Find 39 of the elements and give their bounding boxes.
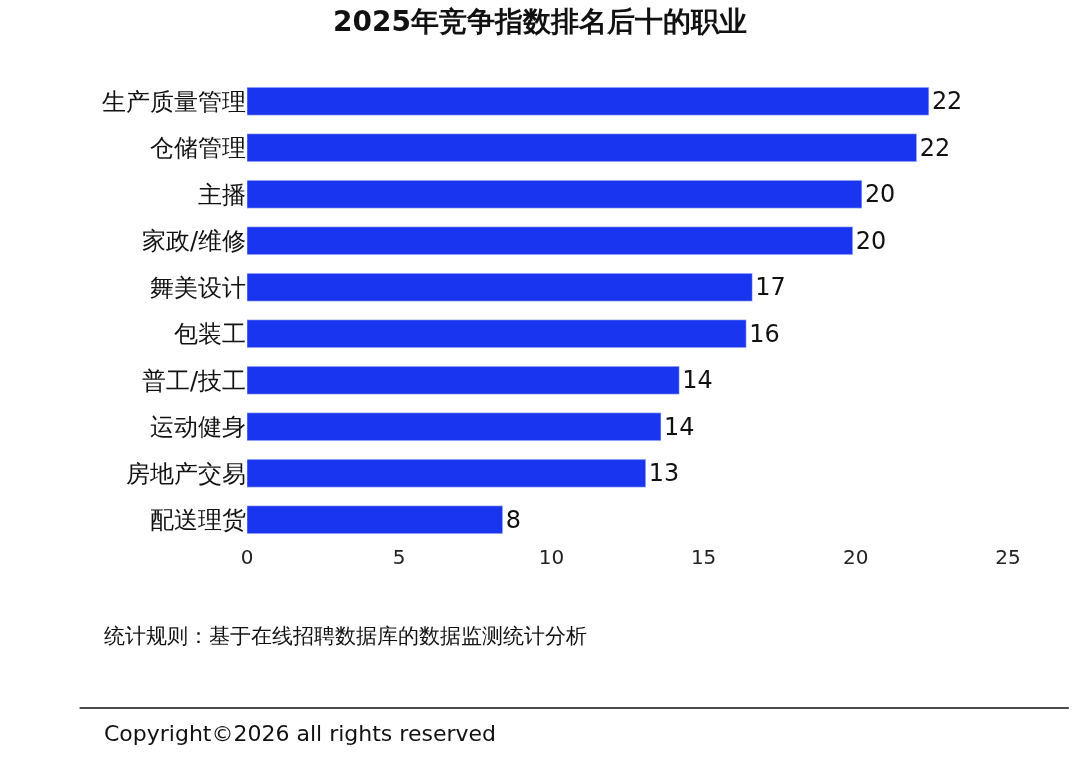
- y-tick-label: 运动健身: [150, 413, 246, 442]
- text: Copyright©2026 all rights reserved: [104, 721, 496, 746]
- data-label: 14: [682, 366, 713, 395]
- data-label: 22: [919, 133, 951, 162]
- y-tick-label: 房地产交易: [126, 459, 246, 488]
- x-tick-label: 10: [538, 545, 565, 569]
- data-label: 20: [855, 226, 887, 255]
- bar: [247, 505, 503, 534]
- bar: [247, 319, 747, 348]
- text: 统计规则：基于在线招聘数据库的数据监测统计分析: [104, 624, 587, 648]
- bar: [247, 366, 680, 395]
- x-tick-label: 20: [843, 545, 869, 569]
- y-tick-label: 生产质量管理: [102, 87, 246, 116]
- bar: [247, 180, 863, 209]
- y-tick-label: 舞美设计: [150, 273, 246, 302]
- bar: [247, 87, 930, 116]
- data-label: 13: [648, 459, 680, 488]
- y-tick-label: 家政/维修: [141, 227, 246, 256]
- chart-title: 2025年竞争指数排名后十的职业: [333, 5, 747, 39]
- bar: [247, 133, 917, 162]
- data-label: 16: [749, 319, 780, 348]
- data-label: 20: [864, 180, 896, 209]
- x-tick-label: 5: [392, 545, 406, 569]
- data-label: 17: [755, 273, 786, 302]
- data-label: 22: [931, 87, 963, 116]
- y-tick-label: 仓储管理: [150, 134, 246, 163]
- bar: [247, 412, 662, 441]
- x-tick-label: 25: [995, 545, 1021, 569]
- data-label: 14: [663, 412, 695, 441]
- x-tick-label: 0: [240, 545, 254, 569]
- bar: [247, 459, 647, 488]
- y-tick-label: 配送理货: [150, 506, 246, 535]
- y-tick-label: 包装工: [174, 320, 246, 349]
- x-tick-label: 15: [690, 545, 717, 569]
- y-tick-label: 普工/技工: [141, 366, 246, 395]
- bar: [247, 273, 753, 302]
- y-tick-label: 主播: [198, 180, 246, 209]
- bar: [247, 226, 854, 255]
- data-label: 8: [505, 505, 521, 534]
